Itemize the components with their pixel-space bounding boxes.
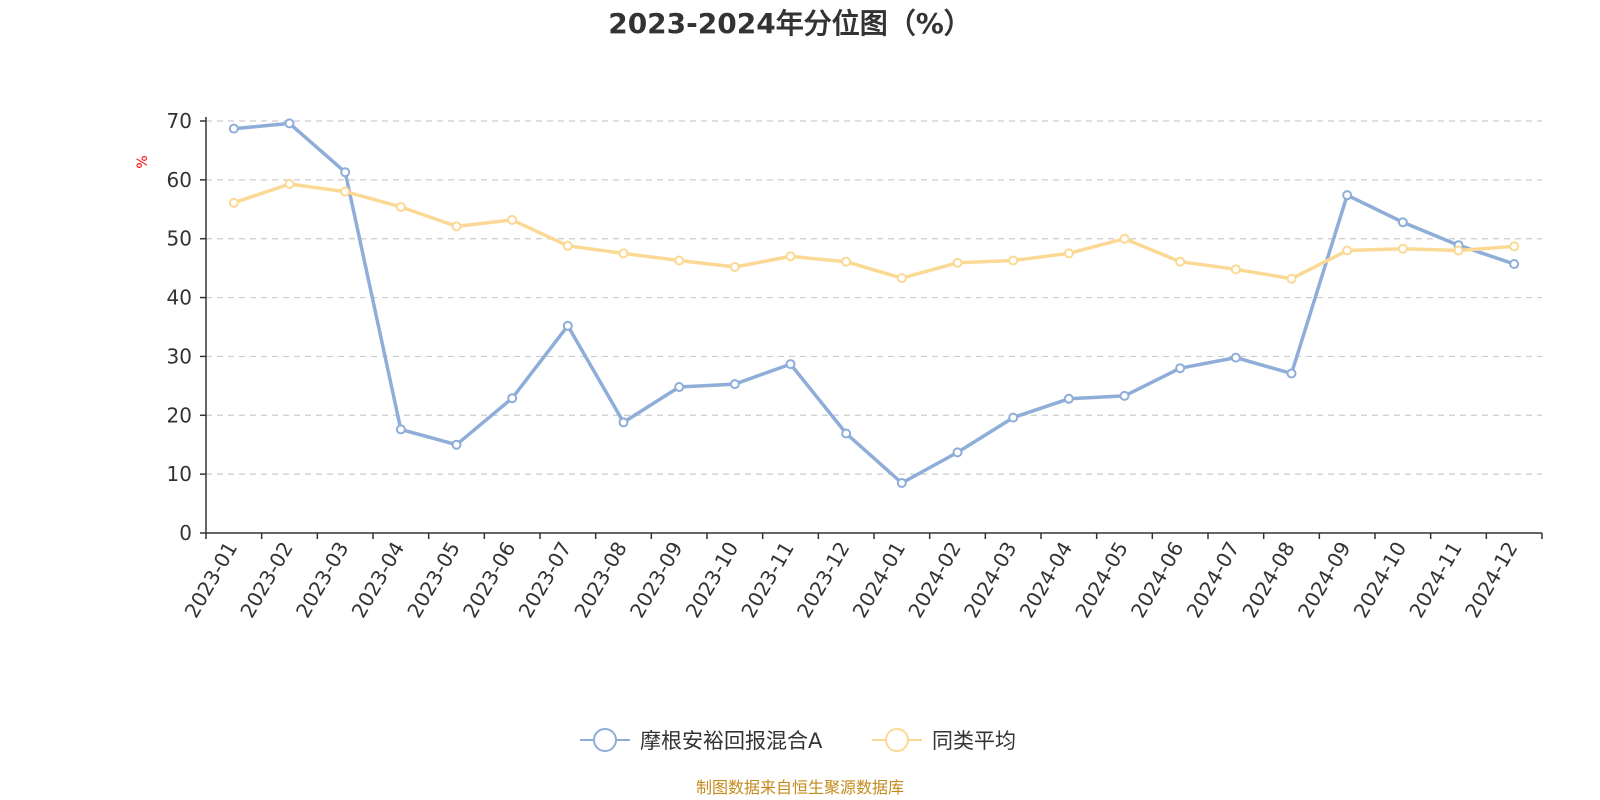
data-point (618, 248, 629, 259)
data-point (1008, 412, 1019, 423)
x-tick-label: 2024-02 (903, 538, 966, 622)
data-point (1397, 217, 1408, 228)
data-point (785, 251, 796, 262)
data-point (507, 393, 518, 404)
data-point (1453, 245, 1464, 256)
data-point (507, 214, 518, 225)
series-lines (228, 118, 1520, 488)
data-point (1175, 363, 1186, 374)
x-tick-label: 2024-10 (1349, 538, 1412, 622)
y-tick-label: 10 (167, 462, 192, 486)
data-point (1286, 273, 1297, 284)
data-point (1286, 368, 1297, 379)
data-point (729, 379, 740, 390)
data-point (674, 255, 685, 266)
data-point (841, 256, 852, 267)
data-point (1342, 245, 1353, 256)
data-point (228, 123, 239, 134)
y-tick-label: 30 (167, 344, 192, 368)
data-point (1342, 190, 1353, 201)
y-tick-label: 20 (167, 403, 192, 427)
data-point (1230, 352, 1241, 363)
data-point (395, 201, 406, 212)
data-point (896, 477, 907, 488)
y-tick-label: 0 (179, 521, 192, 545)
x-tick-label: 2023-02 (235, 538, 298, 622)
x-tick-label: 2023-11 (736, 538, 799, 622)
source-note: 制图数据来自恒生聚源数据库 (696, 778, 904, 797)
legend-marker (885, 728, 909, 752)
x-tick-label: 2023-09 (625, 538, 688, 622)
legend-label: 摩根安裕回报混合A (640, 729, 823, 753)
data-point (1119, 390, 1130, 401)
data-point (785, 359, 796, 370)
series-group (228, 178, 1520, 284)
x-tick-label: 2023-10 (681, 538, 744, 622)
legend[interactable]: 摩根安裕回报混合A 同类平均 (580, 728, 1016, 753)
legend-marker (593, 728, 617, 752)
data-point (1063, 393, 1074, 404)
data-point (1119, 233, 1130, 244)
data-point (1397, 243, 1408, 254)
x-tick-label: 2024-04 (1015, 538, 1078, 622)
data-point (841, 428, 852, 439)
data-point (729, 261, 740, 272)
x-tick-label: 2023-12 (792, 538, 855, 622)
data-point (1008, 255, 1019, 266)
data-point (451, 439, 462, 450)
x-tick-label: 2023-08 (569, 538, 632, 622)
y-axis-unit-label: % (135, 155, 151, 168)
x-tick-label: 2023-05 (402, 538, 465, 622)
x-tick-label: 2024-09 (1293, 538, 1356, 622)
data-point (395, 424, 406, 435)
data-point (562, 320, 573, 331)
axes: 0102030405060702023-012023-022023-032023… (167, 109, 1543, 622)
data-point (674, 382, 685, 393)
y-tick-label: 40 (167, 286, 192, 310)
x-tick-label: 2024-05 (1070, 538, 1133, 622)
chart-title: 2023-2024年分位图（%） (608, 7, 972, 40)
data-point (340, 167, 351, 178)
data-point (952, 257, 963, 268)
data-point (1509, 241, 1520, 252)
x-tick-label: 2023-03 (291, 538, 354, 622)
y-tick-label: 60 (167, 168, 192, 192)
legend-item[interactable]: 同类平均 (872, 728, 1016, 753)
data-point (1063, 248, 1074, 259)
x-tick-label: 2023-04 (347, 538, 410, 622)
x-tick-label: 2023-01 (180, 538, 243, 622)
x-tick-label: 2023-06 (458, 538, 521, 622)
x-tick-label: 2024-07 (1182, 538, 1245, 622)
x-tick-label: 2024-06 (1126, 538, 1189, 622)
data-point (896, 273, 907, 284)
x-tick-label: 2023-07 (514, 538, 577, 622)
series-line (233, 182, 1515, 281)
x-tick-label: 2024-11 (1404, 538, 1467, 622)
legend-label: 同类平均 (932, 729, 1016, 753)
series-group (228, 118, 1520, 488)
y-tick-label: 70 (167, 109, 192, 133)
series-line (233, 121, 1515, 485)
x-tick-label: 2024-03 (959, 538, 1022, 622)
data-point (340, 186, 351, 197)
data-point (228, 197, 239, 208)
grid-lines (206, 120, 1542, 475)
data-point (562, 240, 573, 251)
data-point (1175, 256, 1186, 267)
data-point (284, 118, 295, 129)
x-tick-label: 2024-12 (1460, 538, 1523, 622)
legend-item[interactable]: 摩根安裕回报混合A (580, 728, 823, 753)
x-tick-label: 2024-01 (848, 538, 911, 622)
data-point (284, 178, 295, 189)
data-point (1509, 259, 1520, 270)
x-tick-label: 2024-08 (1237, 538, 1300, 622)
data-point (451, 221, 462, 232)
data-point (952, 447, 963, 458)
y-tick-label: 50 (167, 227, 192, 251)
data-point (1230, 264, 1241, 275)
data-point (618, 417, 629, 428)
